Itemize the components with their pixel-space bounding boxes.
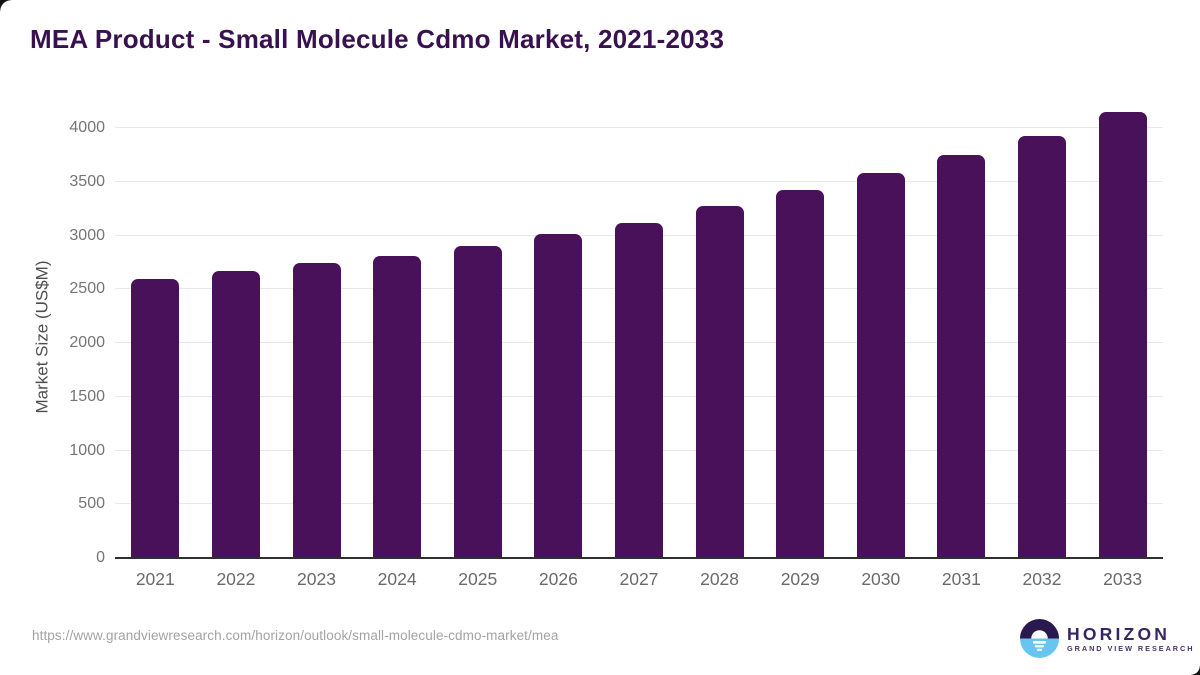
bar-series [115,111,1163,558]
logo-text: HORIZON GRAND VIEW RESEARCH [1067,624,1194,653]
bar-cell-2031 [921,128,1002,558]
bar-cell-2029 [760,128,841,558]
bar-2021[interactable] [131,278,180,558]
bar-cell-2023 [276,128,357,558]
bar-cell-2030 [840,128,921,558]
bar-2026[interactable] [534,234,583,558]
chart-title: MEA Product - Small Molecule Cdmo Market… [30,24,725,54]
x-tick-label-2023: 2023 [297,569,336,589]
y-tick-label-1000: 1000 [69,441,105,459]
bar-2030[interactable] [856,173,905,558]
bar-cell-2024 [357,128,438,558]
y-tick-label-2500: 2500 [69,280,105,298]
bar-2029[interactable] [776,190,825,558]
bar-2024[interactable] [373,255,422,558]
bar-2025[interactable] [453,246,502,558]
x-tick-label-2032: 2032 [1022,569,1062,589]
gridline-3500 [115,180,1163,182]
logo-subtitle: GRAND VIEW RESEARCH [1067,644,1195,653]
bar-2028[interactable] [695,206,744,558]
y-tick-label-4000: 4000 [69,119,105,136]
x-axis-line [115,557,1163,559]
gridline-4000 [115,127,1163,128]
bar-cell-2032 [1002,128,1083,558]
bar-cell-2026 [518,128,599,558]
x-tick-label-2021: 2021 [135,569,175,589]
x-tick-label-2030: 2030 [861,569,901,589]
source-url: https://www.grandviewresearch.com/horizo… [32,628,559,643]
bar-2032[interactable] [1018,135,1066,558]
bar-2031[interactable] [937,154,986,558]
y-axis-tick-labels: 0 500 1000 1500 2000 2500 3000 3500 4000 [38,119,105,566]
bar-2033[interactable] [1098,111,1147,558]
x-tick-label-2028: 2028 [700,569,740,589]
horizon-logo[interactable]: HORIZON GRAND VIEW RESEARCH [1020,619,1194,658]
x-tick-label-2029: 2029 [780,569,820,589]
x-tick-label-2027: 2027 [619,569,659,589]
x-tick-label-2024: 2024 [377,569,417,589]
y-tick-label-1500: 1500 [69,387,105,405]
plot-area [115,111,1163,558]
rounded-corner-artifact-tl [0,0,11,11]
bar-cell-2025 [437,128,518,558]
bar-cell-2022 [196,128,277,558]
bar-cell-2028 [679,128,760,558]
rounded-corner-artifact-br [1191,666,1200,675]
y-tick-label-0: 0 [96,549,105,566]
bar-2022[interactable] [211,270,260,558]
x-tick-label-2025: 2025 [458,569,498,589]
x-tick-label-2022: 2022 [216,569,256,589]
x-tick-label-2033: 2033 [1103,569,1143,589]
x-axis-tick-labels: 2021 2022 2023 2024 2025 2026 2027 2028 2029 2030… [115,569,1163,593]
y-tick-label-500: 500 [78,495,105,513]
bar-2027[interactable] [614,222,663,558]
bar-cell-2021 [115,128,196,558]
y-tick-label-3500: 3500 [69,172,105,190]
bar-cell-2027 [599,128,680,558]
bar-cell-2033 [1082,111,1163,558]
x-tick-label-2026: 2026 [538,569,578,589]
x-tick-label-2031: 2031 [941,569,981,589]
y-tick-label-2000: 2000 [69,334,105,351]
y-tick-label-3000: 3000 [69,226,105,244]
bar-2023[interactable] [292,263,341,558]
horizon-sunset-icon [1020,619,1059,658]
logo-name: HORIZON [1067,624,1171,644]
